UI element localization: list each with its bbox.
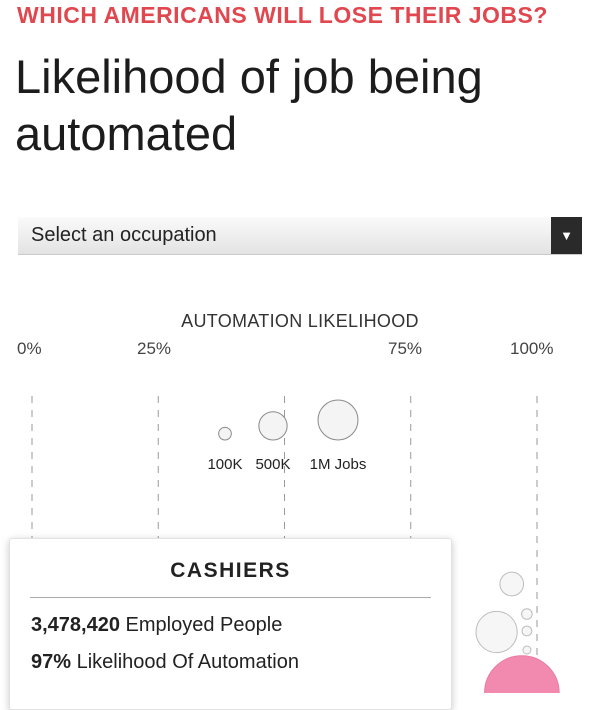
likelihood-value: 97% xyxy=(31,651,72,673)
kicker-heading: WHICH AMERICANS WILL LOSE THEIR JOBS? xyxy=(17,2,548,28)
size-legend-circle xyxy=(317,399,359,441)
tooltip-employed-row: 3,478,420 Employed People xyxy=(31,614,282,637)
employed-label: Employed People xyxy=(125,614,283,636)
x-tick-label: 75% xyxy=(388,339,423,358)
size-legend-label: 1M Jobs xyxy=(310,456,367,473)
tooltip-title: CASHIERS xyxy=(170,559,291,582)
bubble xyxy=(521,608,533,620)
likelihood-label: Likelihood Of Automation xyxy=(76,651,299,673)
chevron-down-icon[interactable]: ▼ xyxy=(551,217,582,254)
employed-value: 3,478,420 xyxy=(31,614,120,636)
bubble-highlighted xyxy=(484,655,560,693)
bubble xyxy=(499,571,525,597)
x-tick-label: 100% xyxy=(510,339,554,358)
bubble-chart: 100K 500K 1M Jobs xyxy=(31,396,560,693)
x-tick-label: 0% xyxy=(17,339,42,358)
chart-axis-title: AUTOMATION LIKELIHOOD xyxy=(181,311,419,331)
x-tick-label: 25% xyxy=(137,339,172,358)
bubble xyxy=(522,645,532,655)
bubble xyxy=(521,625,533,637)
occupation-select[interactable]: Select an occupation ▼ xyxy=(18,217,582,255)
tooltip-likelihood-row: 97% Likelihood Of Automation xyxy=(31,651,299,674)
occupation-select-label: Select an occupation xyxy=(31,224,217,246)
size-legend-label: 500K xyxy=(255,456,290,473)
occupation-tooltip: CASHIERS 3,478,420 Employed People 97% L… xyxy=(9,538,452,710)
size-legend-circle xyxy=(258,411,288,441)
tooltip-divider xyxy=(30,597,431,598)
size-legend-label: 100K xyxy=(207,456,242,473)
page-title: Likelihood of job being automated xyxy=(15,50,483,160)
size-legend-circle xyxy=(218,426,232,441)
bubble xyxy=(475,610,518,654)
